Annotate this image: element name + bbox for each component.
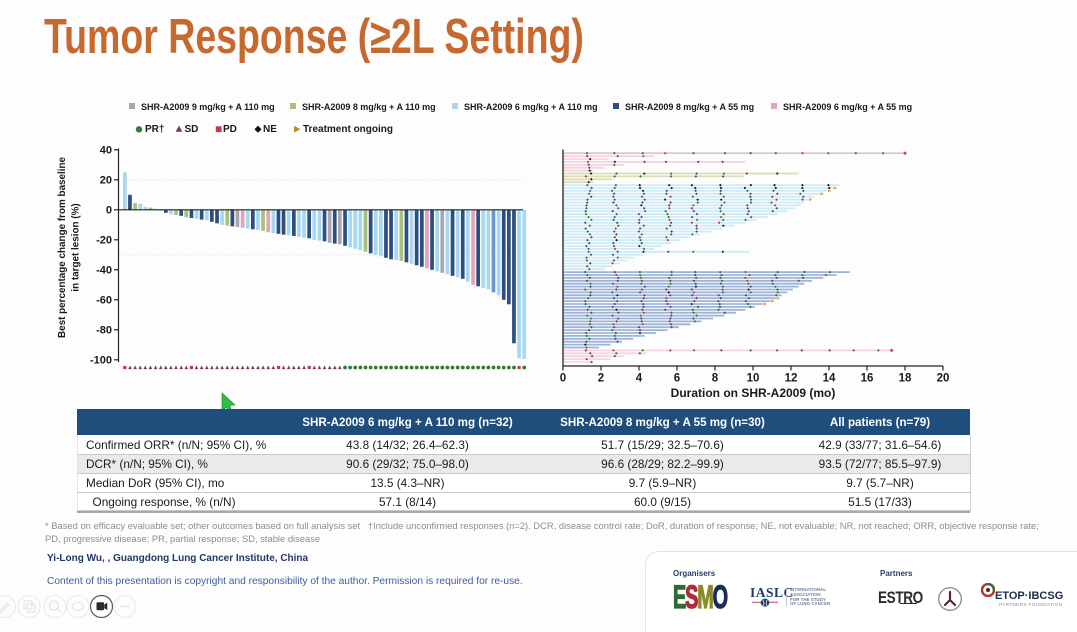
svg-text:12: 12 — [785, 373, 798, 385]
svg-text:-20: -20 — [96, 235, 112, 247]
svg-text:10: 10 — [747, 373, 760, 385]
svg-text:in target lesion (%): in target lesion (%) — [71, 203, 82, 291]
svg-text:-80: -80 — [96, 325, 112, 337]
svg-text:-40: -40 — [96, 265, 112, 277]
svg-text:20: 20 — [100, 175, 112, 187]
svg-text:4: 4 — [636, 373, 643, 385]
svg-text:18: 18 — [899, 373, 912, 385]
svg-text:16: 16 — [861, 373, 874, 385]
svg-text:Best percentage change from ba: Best percentage change from baseline — [57, 156, 68, 338]
svg-text:0: 0 — [106, 205, 112, 217]
svg-text:14: 14 — [823, 373, 836, 385]
svg-text:8: 8 — [712, 373, 719, 385]
svg-text:2: 2 — [598, 373, 604, 385]
svg-text:20: 20 — [937, 373, 950, 385]
svg-text:6: 6 — [674, 373, 680, 385]
svg-text:Duration on SHR-A2009 (mo): Duration on SHR-A2009 (mo) — [671, 386, 836, 400]
svg-text:40: 40 — [100, 145, 112, 157]
svg-text:-100: -100 — [90, 355, 112, 367]
svg-text:-60: -60 — [96, 295, 112, 307]
svg-text:0: 0 — [560, 373, 566, 385]
